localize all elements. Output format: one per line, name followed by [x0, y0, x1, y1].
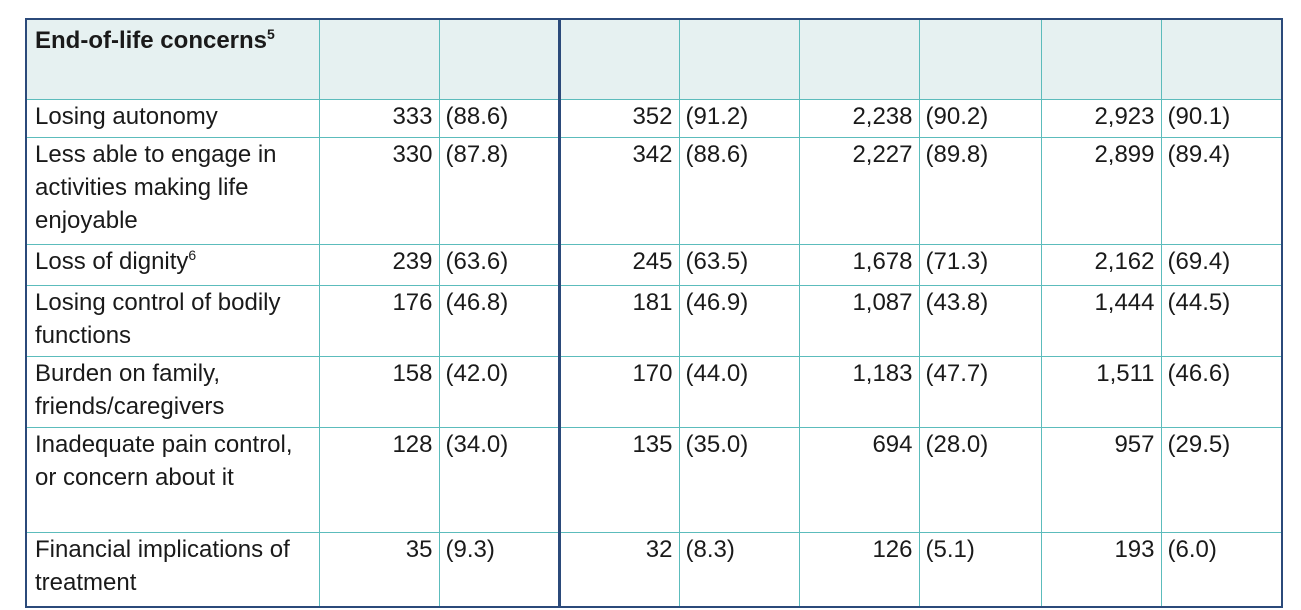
header-label: End-of-life concerns	[35, 27, 268, 54]
row-label: Losing autonomy	[35, 103, 218, 130]
count-cell: 158	[318, 356, 440, 428]
percent-cell: (44.0)	[678, 356, 800, 428]
percent-cell: (35.0)	[678, 427, 800, 533]
percent-cell: (89.4)	[1160, 137, 1283, 245]
count-cell: 32	[557, 532, 680, 607]
header-cell	[1160, 18, 1283, 100]
percent-cell: (46.8)	[438, 285, 560, 357]
percent-cell: (6.0)	[1160, 532, 1283, 607]
data-row: Inadequate pain control, or concern abou…	[25, 427, 1283, 533]
count-cell: 333	[318, 99, 440, 138]
concerns-table: End-of-life concerns5 Losing autonomy 333…	[25, 18, 1283, 608]
header-cell	[918, 18, 1042, 100]
row-label-cell: Less able to engage in activities making…	[25, 137, 320, 245]
data-row: Losing autonomy 333 (88.6) 352 (91.2) 2,238 (9…	[25, 99, 1283, 138]
count-cell: 193	[1040, 532, 1162, 607]
data-row: Burden on family, friends/caregivers 158(…	[25, 356, 1283, 428]
percent-cell: (9.3)	[438, 532, 560, 607]
count-cell: 1,678	[798, 244, 920, 286]
percent-cell: (47.7)	[918, 356, 1042, 428]
row-label-cell: Burden on family, friends/caregivers	[25, 356, 320, 428]
count-cell: 239	[318, 244, 440, 286]
row-label: Less able to engage in activities making…	[35, 141, 277, 234]
percent-cell: (88.6)	[438, 99, 560, 138]
count-cell: 35	[318, 532, 440, 607]
percent-cell: (88.6)	[678, 137, 800, 245]
count-cell: 2,899	[1040, 137, 1162, 245]
header-cell: End-of-life concerns5	[25, 18, 320, 100]
count-cell: 1,183	[798, 356, 920, 428]
percent-cell: (28.0)	[918, 427, 1042, 533]
count-cell: 176	[318, 285, 440, 357]
count-cell: 1,087	[798, 285, 920, 357]
count-cell: 342	[557, 137, 680, 245]
percent-cell: (34.0)	[438, 427, 560, 533]
row-label: Losing control of bodily functions	[35, 289, 281, 349]
row-label-cell: Loss of dignity6	[25, 244, 320, 286]
count-cell: 128	[318, 427, 440, 533]
row-label-cell: Losing autonomy	[25, 99, 320, 138]
header-cell	[438, 18, 560, 100]
header-cell	[678, 18, 800, 100]
count-cell: 245	[557, 244, 680, 286]
count-cell: 126	[798, 532, 920, 607]
row-label-cell: Inadequate pain control, or concern abou…	[25, 427, 320, 533]
percent-cell: (90.2)	[918, 99, 1042, 138]
percent-cell: (8.3)	[678, 532, 800, 607]
count-cell: 2,238	[798, 99, 920, 138]
count-cell: 2,227	[798, 137, 920, 245]
footnote-ref: 6	[188, 247, 197, 263]
count-cell: 181	[557, 285, 680, 357]
percent-cell: (46.9)	[678, 285, 800, 357]
footnote-ref: 5	[267, 26, 275, 42]
data-row: Loss of dignity6 239 (63.6) 245 (63.5) 1,678(…	[25, 244, 1283, 286]
header-cell	[798, 18, 920, 100]
count-cell: 2,923	[1040, 99, 1162, 138]
header-cell	[318, 18, 440, 100]
row-label: Loss of dignity	[35, 248, 189, 275]
percent-cell: (69.4)	[1160, 244, 1283, 286]
header-cell	[1040, 18, 1162, 100]
count-cell: 330	[318, 137, 440, 245]
percent-cell: (43.8)	[918, 285, 1042, 357]
count-cell: 957	[1040, 427, 1162, 533]
header-cell	[557, 18, 680, 100]
data-row: Losing control of bodily functions 176 (46…	[25, 285, 1283, 357]
percent-cell: (91.2)	[678, 99, 800, 138]
percent-cell: (44.5)	[1160, 285, 1283, 357]
header-row: End-of-life concerns5	[25, 18, 1283, 100]
count-cell: 1,444	[1040, 285, 1162, 357]
count-cell: 135	[557, 427, 680, 533]
percent-cell: (63.6)	[438, 244, 560, 286]
percent-cell: (63.5)	[678, 244, 800, 286]
row-label: Financial implications of treatment	[35, 536, 290, 596]
percent-cell: (46.6)	[1160, 356, 1283, 428]
count-cell: 2,162	[1040, 244, 1162, 286]
data-row: Financial implications of treatment 35 (9.…	[25, 532, 1283, 607]
percent-cell: (90.1)	[1160, 99, 1283, 138]
percent-cell: (87.8)	[438, 137, 560, 245]
percent-cell: (5.1)	[918, 532, 1042, 607]
count-cell: 352	[557, 99, 680, 138]
data-row: Less able to engage in activities making…	[25, 137, 1283, 245]
count-cell: 170	[557, 356, 680, 428]
table-body: End-of-life concerns5 Losing autonomy 333…	[25, 18, 1283, 607]
percent-cell: (29.5)	[1160, 427, 1283, 533]
percent-cell: (42.0)	[438, 356, 560, 428]
row-label: Inadequate pain control, or concern abou…	[35, 431, 293, 491]
count-cell: 694	[798, 427, 920, 533]
row-label: Burden on family, friends/caregivers	[35, 360, 225, 420]
row-label-cell: Financial implications of treatment	[25, 532, 320, 607]
row-label-cell: Losing control of bodily functions	[25, 285, 320, 357]
percent-cell: (89.8)	[918, 137, 1042, 245]
count-cell: 1,511	[1040, 356, 1162, 428]
percent-cell: (71.3)	[918, 244, 1042, 286]
